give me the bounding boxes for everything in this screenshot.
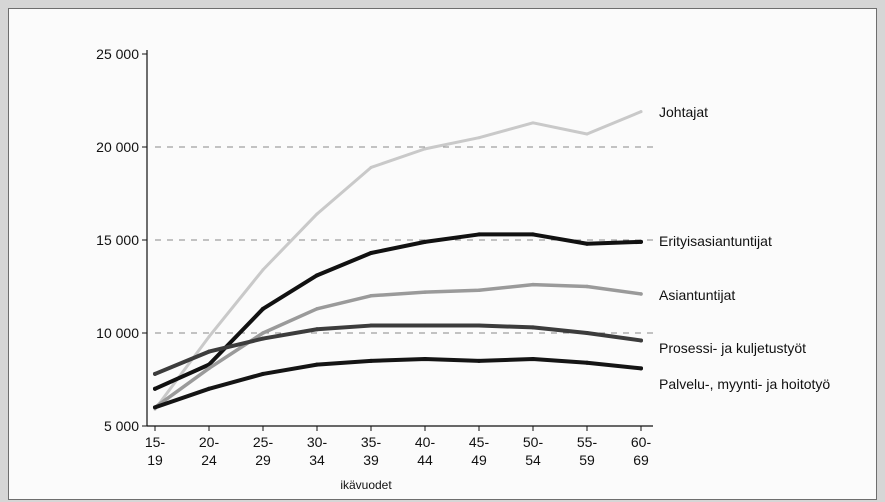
data-point	[585, 241, 589, 246]
x-tick-label-top: 20-	[199, 434, 220, 450]
data-point	[153, 371, 157, 376]
y-tick-label: 10 000	[96, 325, 139, 341]
x-tick-label-top: 30-	[307, 434, 328, 450]
series-lines	[153, 110, 643, 411]
data-point	[207, 335, 211, 339]
data-point	[639, 239, 643, 244]
data-point	[153, 405, 157, 410]
data-point	[477, 232, 481, 237]
x-tick-label-bottom: 19	[147, 452, 163, 468]
data-point	[369, 358, 373, 363]
line-chart: 25 000 20 000 15 000 10 000 5 000 15- 19 20- 24…	[96, 46, 830, 492]
data-point	[369, 294, 373, 298]
x-tick-label-top: 60-	[631, 434, 652, 450]
series-label: Prosessi- ja kuljetustyöt	[659, 340, 806, 356]
data-point	[423, 147, 427, 151]
series-line	[153, 110, 643, 411]
x-axis-title: ikävuodet	[340, 478, 392, 492]
data-point	[639, 366, 643, 371]
series-label: Asiantuntijat	[659, 287, 735, 303]
x-tick-label-bottom: 39	[363, 452, 379, 468]
x-tick-label-bottom: 34	[309, 452, 325, 468]
data-point	[477, 288, 481, 292]
series-labels: Johtajat Erityisasiantuntijat Asiantuntija…	[659, 104, 830, 392]
series-label: Erityisasiantuntijat	[659, 233, 772, 249]
data-point	[315, 307, 319, 311]
data-point	[531, 357, 535, 362]
data-point	[531, 325, 535, 330]
data-point	[639, 338, 643, 343]
data-point	[207, 349, 211, 354]
x-tick-label-bottom: 59	[579, 452, 595, 468]
data-point	[531, 121, 535, 125]
y-tick-label: 15 000	[96, 232, 139, 248]
x-tick-label-bottom: 29	[255, 452, 271, 468]
x-tick-label-bottom: 69	[633, 452, 649, 468]
x-tick-label-top: 25-	[253, 434, 274, 450]
data-point	[315, 273, 319, 278]
gridlines	[155, 146, 653, 334]
data-point	[531, 232, 535, 237]
series-line	[153, 232, 643, 391]
x-tick-label-top: 45-	[469, 434, 490, 450]
x-tick-label-top: 40-	[415, 434, 436, 450]
data-point	[585, 331, 589, 335]
series-line	[153, 323, 643, 376]
x-tick-label-top: 55-	[577, 434, 598, 450]
x-tick-label-top: 15-	[145, 434, 166, 450]
data-point	[585, 284, 589, 289]
x-tick-label-top: 35-	[361, 434, 382, 450]
data-point	[369, 165, 373, 169]
series-label: Johtajat	[659, 104, 708, 120]
data-point	[261, 371, 265, 376]
data-point	[261, 331, 265, 335]
data-point	[207, 366, 211, 371]
data-point	[315, 362, 319, 367]
data-point	[423, 239, 427, 244]
data-point	[261, 336, 265, 341]
data-point	[315, 212, 319, 216]
chart-frame: 25 000 20 000 15 000 10 000 5 000 15- 19 20- 24…	[8, 8, 877, 500]
x-tick-label-bottom: 49	[471, 452, 487, 468]
data-point	[585, 132, 589, 136]
y-tick-label: 25 000	[96, 46, 139, 62]
data-point	[423, 357, 427, 362]
data-point	[639, 292, 643, 296]
x-tick-label-bottom: 44	[417, 452, 433, 468]
y-tick-label: 20 000	[96, 139, 139, 155]
data-point	[315, 327, 319, 332]
x-tick-label-top: 50-	[523, 434, 544, 450]
data-point	[261, 268, 265, 272]
data-point	[477, 323, 481, 328]
data-point	[207, 386, 211, 391]
series-line	[153, 357, 643, 410]
data-point	[369, 251, 373, 256]
data-point	[369, 323, 373, 328]
data-point	[585, 360, 589, 365]
data-point	[261, 306, 265, 311]
y-tick-labels: 25 000 20 000 15 000 10 000 5 000	[96, 46, 147, 434]
data-point	[639, 110, 643, 114]
x-tick-labels: 15- 19 20- 24 25- 29 30- 34 35- 39 40- 44 45- 49 50- 54…	[145, 426, 652, 468]
data-point	[531, 282, 535, 287]
series-line	[153, 282, 643, 410]
y-tick-label: 5 000	[104, 418, 139, 434]
data-point	[477, 136, 481, 140]
data-point	[153, 386, 157, 391]
data-point	[477, 358, 481, 363]
x-tick-label-bottom: 54	[525, 452, 541, 468]
series-label: Palvelu-, myynti- ja hoitotyö	[659, 376, 830, 392]
data-point	[423, 323, 427, 328]
axes	[146, 50, 653, 427]
data-point	[423, 290, 427, 294]
x-tick-label-bottom: 24	[201, 452, 217, 468]
